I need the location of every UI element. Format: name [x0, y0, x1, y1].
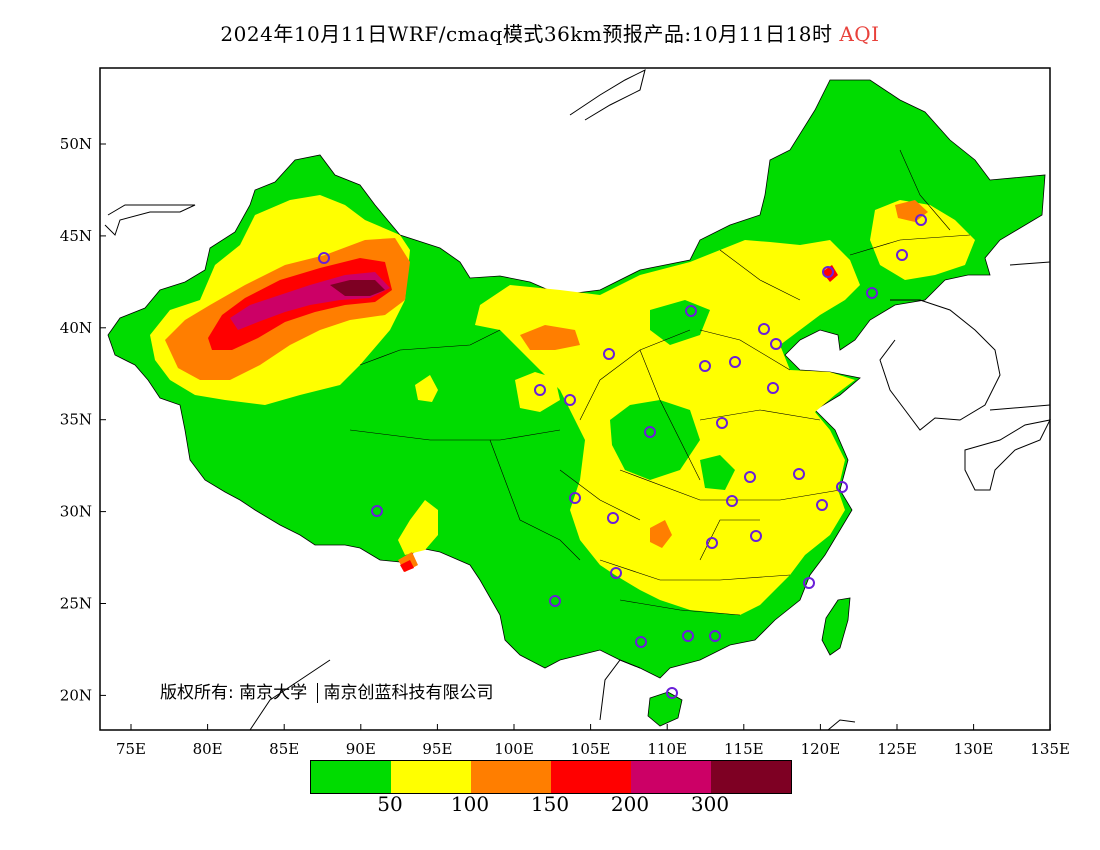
station-marker [770, 338, 782, 350]
copyright-text: 版权所有: 南京大学 [160, 683, 308, 703]
station-marker [685, 305, 697, 317]
xinjiang-maroon-zone [330, 280, 385, 296]
legend-label: 300 [690, 792, 730, 816]
legend-color-segment [551, 761, 631, 793]
province-boundaries [349, 149, 971, 616]
station-marker [371, 505, 383, 517]
station-marker [709, 630, 721, 642]
latitude-tick-label: 20N [60, 686, 92, 704]
longitude-tick-label: 105E [571, 740, 611, 758]
longitude-axis: 75E 80E 85E 90E 95E 100E 105E 110E 115E 120E 125E 1… [116, 724, 1070, 758]
title-variable: AQI [839, 22, 880, 46]
copyright-text-2: 南京创蓝科技有限公司 [316, 683, 494, 703]
station-marker [716, 417, 728, 429]
longitude-tick-label: 110E [647, 740, 687, 758]
legend-label: 200 [610, 792, 650, 816]
longitude-tick-label: 90E [346, 740, 376, 758]
station-marker [564, 394, 576, 406]
legend-label: 100 [450, 792, 490, 816]
station-marker [549, 595, 561, 607]
copyright-notice: 版权所有: 南京大学 南京创蓝科技有限公司 [160, 678, 494, 703]
station-marker [915, 214, 927, 226]
longitude-tick-label: 95E [422, 740, 452, 758]
longitude-tick-label: 80E [193, 740, 223, 758]
south-green-patch [700, 455, 735, 490]
latitude-tick-label: 45N [60, 227, 92, 245]
station-marker [816, 499, 828, 511]
longitude-tick-label: 120E [801, 740, 841, 758]
legend-color-segment [471, 761, 551, 793]
hunan-orange-patch [650, 520, 672, 548]
station-marker [750, 530, 762, 542]
title-main: 2024年10月11日WRF/cmaq模式36km预报产品:10月11日18时 [220, 22, 833, 46]
station-marker [318, 252, 330, 264]
legend-color-segment [711, 761, 791, 793]
station-marker [744, 471, 756, 483]
map-title: 2024年10月11日WRF/cmaq模式36km预报产品:10月11日18时 … [0, 18, 1100, 47]
station-marker [610, 567, 622, 579]
longitude-tick-label: 85E [269, 740, 299, 758]
latitude-tick-label: 30N [60, 503, 92, 521]
station-marker [896, 249, 908, 261]
station-marker [607, 512, 619, 524]
northeast-yellow-zone [870, 200, 975, 280]
latitude-tick-label: 35N [60, 411, 92, 429]
station-marker [729, 356, 741, 368]
longitude-tick-label: 130E [954, 740, 994, 758]
legend-color-segment [391, 761, 471, 793]
longitude-tick-label: 125E [877, 740, 917, 758]
station-marker [603, 348, 615, 360]
longitude-tick-label: 75E [116, 740, 146, 758]
legend-label: 50 [377, 792, 403, 816]
station-marker [726, 495, 738, 507]
neighbor-coastlines [104, 69, 1051, 731]
latitude-tick-label: 40N [60, 319, 92, 337]
gansu-orange-patch [520, 325, 580, 350]
aqi-color-legend [310, 760, 792, 794]
station-marker [803, 577, 815, 589]
station-marker [822, 266, 834, 278]
taiwan-island [821, 597, 851, 656]
station-marker [767, 382, 779, 394]
central-green-patch [610, 400, 700, 480]
station-marker [534, 384, 546, 396]
station-marker [569, 492, 581, 504]
station-marker [758, 323, 770, 335]
northeast-red-spot [822, 265, 838, 282]
monitoring-station-markers [318, 214, 927, 699]
legend-color-segment [311, 761, 391, 793]
latitude-tick-label: 50N [60, 135, 92, 153]
latitude-tick-label: 25N [60, 595, 92, 613]
longitude-tick-label: 115E [724, 740, 764, 758]
station-marker [666, 687, 678, 699]
station-marker [682, 630, 694, 642]
tibet-red-spot [400, 560, 414, 572]
station-marker [866, 287, 878, 299]
legend-label: 150 [530, 792, 570, 816]
latitude-axis: 50N 45N 40N 35N 30N 25N 20N [60, 135, 106, 704]
station-marker [635, 636, 647, 648]
tibet-yellow-patch [398, 500, 438, 555]
station-marker [699, 360, 711, 372]
northeast-orange-patch [895, 200, 928, 222]
qinghai-yellow-patch [515, 372, 560, 412]
station-marker [793, 468, 805, 480]
station-marker [644, 426, 656, 438]
longitude-tick-label: 100E [494, 740, 534, 758]
station-marker [706, 537, 718, 549]
xinjiang-yellow-patch [415, 375, 438, 402]
legend-color-segment [631, 761, 711, 793]
longitude-tick-label: 135E [1030, 740, 1070, 758]
station-marker [836, 481, 848, 493]
